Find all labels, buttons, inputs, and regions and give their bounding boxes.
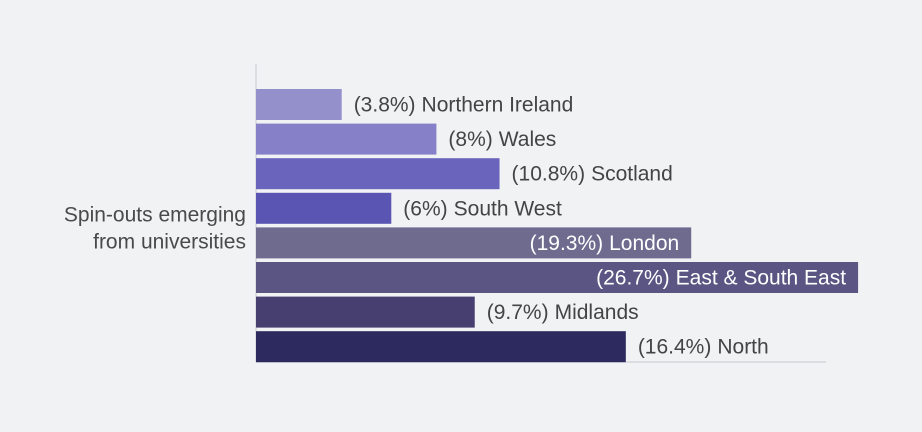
category-label: North xyxy=(717,335,768,358)
value-label: (19.3%) xyxy=(530,231,604,254)
bar-label: (3.8%) Northern Ireland xyxy=(354,93,574,116)
bar xyxy=(256,89,342,120)
bar-label: (6%) South West xyxy=(403,197,562,220)
category-label: Scotland xyxy=(591,162,673,185)
bar-label: (8%) Wales xyxy=(448,128,556,151)
bar xyxy=(256,296,475,328)
value-label: (26.7%) xyxy=(596,266,670,289)
bar xyxy=(256,123,437,155)
category-label: East & South East xyxy=(676,266,847,289)
value-label: (3.8%) xyxy=(354,93,416,116)
y-axis-label: Spin-outs emerging xyxy=(64,204,246,227)
bar xyxy=(256,331,626,363)
bar xyxy=(256,192,392,224)
category-label: South West xyxy=(454,197,562,220)
y-axis-label: from universities xyxy=(93,231,246,254)
category-label: Midlands xyxy=(555,301,639,324)
bar xyxy=(256,158,500,190)
category-label: Northern Ireland xyxy=(422,93,574,116)
bar-label: (16.4%) North xyxy=(638,335,769,358)
value-label: (16.4%) xyxy=(638,335,712,358)
value-label: (6%) xyxy=(403,197,447,220)
bar xyxy=(256,262,859,293)
category-label: London xyxy=(609,231,679,254)
value-label: (9.7%) xyxy=(487,301,549,324)
bar xyxy=(256,227,692,259)
bar-label: (9.7%) Midlands xyxy=(487,301,639,324)
category-label: Wales xyxy=(499,128,557,151)
value-label: (8%) xyxy=(448,128,492,151)
bar-label: (10.8%) Scotland xyxy=(512,162,673,185)
value-label: (10.8%) xyxy=(512,162,586,185)
bar-label: (19.3%) London xyxy=(530,231,680,254)
bar-label: (26.7%) East & South East xyxy=(596,266,846,289)
